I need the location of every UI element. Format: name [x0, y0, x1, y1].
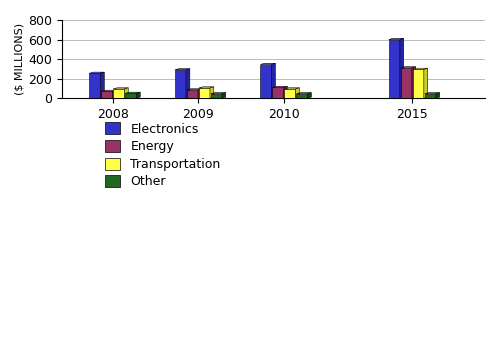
Polygon shape: [284, 86, 288, 98]
Polygon shape: [412, 68, 428, 69]
Polygon shape: [90, 72, 104, 73]
Polygon shape: [175, 69, 190, 70]
Polygon shape: [412, 67, 416, 98]
Polygon shape: [260, 65, 272, 98]
Polygon shape: [424, 68, 428, 98]
Polygon shape: [400, 68, 412, 98]
Polygon shape: [412, 69, 424, 98]
Polygon shape: [136, 92, 140, 98]
Polygon shape: [198, 89, 202, 98]
Polygon shape: [102, 90, 116, 92]
Polygon shape: [222, 93, 226, 98]
Polygon shape: [114, 88, 128, 89]
Polygon shape: [199, 88, 210, 98]
Polygon shape: [102, 92, 112, 98]
Polygon shape: [114, 89, 124, 98]
Polygon shape: [186, 69, 190, 98]
Polygon shape: [389, 40, 400, 98]
Polygon shape: [400, 67, 415, 68]
Polygon shape: [400, 39, 404, 98]
Polygon shape: [187, 90, 198, 98]
Polygon shape: [90, 73, 101, 98]
Polygon shape: [100, 72, 104, 98]
Polygon shape: [187, 89, 202, 90]
Polygon shape: [296, 93, 312, 94]
Polygon shape: [296, 88, 300, 98]
Polygon shape: [424, 93, 440, 94]
Polygon shape: [199, 87, 214, 88]
Legend: Electronics, Energy, Transportation, Other: Electronics, Energy, Transportation, Oth…: [102, 119, 224, 192]
Polygon shape: [272, 63, 276, 98]
Polygon shape: [284, 88, 300, 89]
Polygon shape: [272, 87, 283, 98]
Polygon shape: [308, 93, 312, 98]
Polygon shape: [272, 86, 287, 87]
Polygon shape: [424, 94, 436, 98]
Polygon shape: [112, 90, 116, 98]
Polygon shape: [125, 92, 140, 93]
Polygon shape: [284, 89, 296, 98]
Polygon shape: [296, 94, 308, 98]
Polygon shape: [389, 39, 404, 40]
Polygon shape: [125, 93, 136, 98]
Polygon shape: [211, 93, 226, 94]
Polygon shape: [211, 94, 222, 98]
Y-axis label: ($ MILLIONS): ($ MILLIONS): [15, 23, 25, 95]
Polygon shape: [436, 93, 440, 98]
Polygon shape: [124, 88, 128, 98]
Polygon shape: [210, 87, 214, 98]
Polygon shape: [260, 63, 276, 65]
Polygon shape: [175, 70, 186, 98]
